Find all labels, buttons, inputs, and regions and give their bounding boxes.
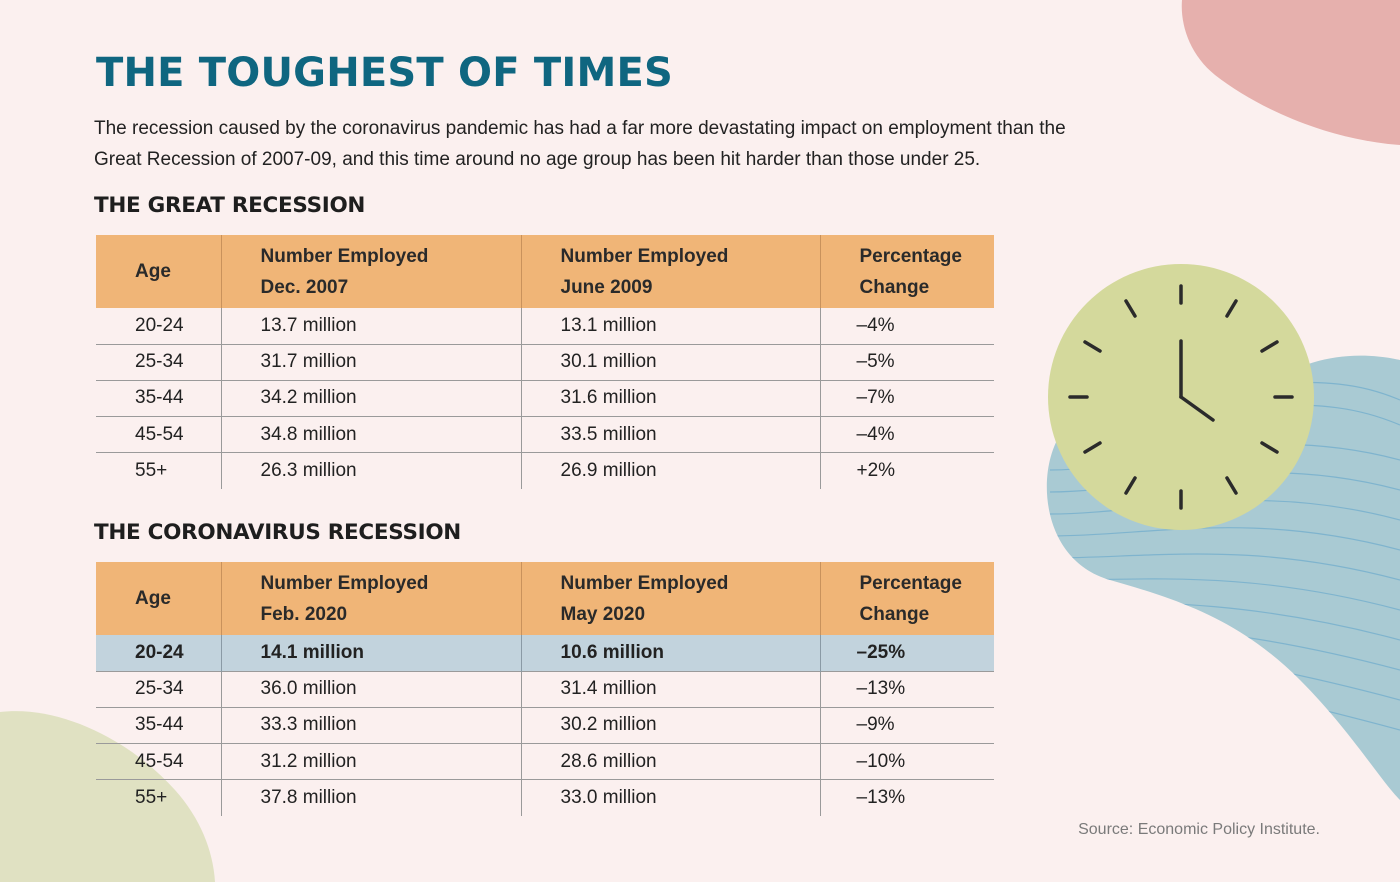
- cell-after: 33.5 million: [521, 416, 821, 453]
- cell-change: –10%: [856, 750, 906, 772]
- cell-age: 20-24: [96, 308, 222, 345]
- cell-change: +2%: [856, 460, 896, 482]
- column-header-age: Age: [96, 562, 222, 635]
- cell-before: 31.2 million: [221, 743, 522, 780]
- cell-change: –5%: [856, 351, 895, 373]
- table-header-row: Age Number Employed Dec. 2007 Number Empl…: [96, 235, 994, 308]
- page-title: THE TOUGHEST OF TIMES: [96, 50, 673, 96]
- coronavirus-recession-table: Age Number Employed Feb. 2020 Number Empl…: [96, 562, 994, 816]
- cell-age: 35-44: [96, 707, 222, 744]
- cell-age: 55+: [96, 779, 222, 816]
- cell-age: 35-44: [96, 380, 222, 417]
- cell-after: 28.6 million: [521, 743, 821, 780]
- column-header-change: Percentage Change: [859, 572, 962, 625]
- table-row-highlighted: 20-24 14.1 million 10.6 million –25%: [96, 635, 994, 672]
- cell-before: 13.7 million: [221, 308, 522, 345]
- cell-after: 33.0 million: [521, 779, 821, 816]
- table-row: 35-44 34.2 million 31.6 million –7%: [96, 380, 994, 417]
- cell-after: 10.6 million: [521, 635, 821, 672]
- cell-after: 30.2 million: [521, 707, 821, 744]
- cell-after: 30.1 million: [521, 344, 821, 381]
- column-header-age: Age: [96, 235, 222, 308]
- cell-after: 31.6 million: [521, 380, 821, 417]
- cell-age: 45-54: [96, 743, 222, 780]
- table-row: 45-54 31.2 million 28.6 million –10%: [96, 743, 994, 780]
- cell-before: 33.3 million: [221, 707, 522, 744]
- table-row: 25-34 36.0 million 31.4 million –13%: [96, 671, 994, 708]
- cell-before: 37.8 million: [221, 779, 522, 816]
- cell-change: –13%: [856, 678, 906, 700]
- pink-blob: [1181, 0, 1400, 145]
- intro-text: The recession caused by the coronavirus …: [94, 118, 1066, 170]
- cell-change: –13%: [856, 787, 906, 809]
- table-row: 55+ 26.3 million 26.9 million +2%: [96, 452, 994, 489]
- cell-before: 36.0 million: [221, 671, 522, 708]
- table-row: 25-34 31.7 million 30.1 million –5%: [96, 344, 994, 381]
- table-row: 20-24 13.7 million 13.1 million –4%: [96, 308, 994, 345]
- cell-after: 31.4 million: [521, 671, 821, 708]
- source-note: Source: Economic Policy Institute.: [1078, 821, 1320, 838]
- table-row: 45-54 34.8 million 33.5 million –4%: [96, 416, 994, 453]
- cell-age: 25-34: [96, 671, 222, 708]
- column-header-before: Number Employed Feb. 2020: [221, 562, 522, 635]
- cell-age: 20-24: [96, 635, 222, 672]
- column-header-after: Number Employed June 2009: [521, 235, 821, 308]
- cell-change: –4%: [856, 314, 895, 336]
- great-recession-title: THE GREAT RECESSION: [94, 193, 366, 218]
- cell-before: 34.8 million: [221, 416, 522, 453]
- table-header-row: Age Number Employed Feb. 2020 Number Empl…: [96, 562, 994, 635]
- column-header-after: Number Employed May 2020: [521, 562, 821, 635]
- table-row: 55+ 37.8 million 33.0 million –13%: [96, 779, 994, 816]
- column-header-before: Number Employed Dec. 2007: [221, 235, 522, 308]
- cell-age: 45-54: [96, 416, 222, 453]
- cell-before: 14.1 million: [221, 635, 522, 672]
- column-header-change: Percentage Change: [859, 245, 962, 298]
- cell-after: 13.1 million: [521, 308, 821, 345]
- table-row: 35-44 33.3 million 30.2 million –9%: [96, 707, 994, 744]
- cell-before: 31.7 million: [221, 344, 522, 381]
- cell-change: –7%: [856, 387, 895, 409]
- cell-after: 26.9 million: [521, 452, 821, 489]
- cell-change: –9%: [856, 714, 895, 736]
- cell-age: 25-34: [96, 344, 222, 381]
- cell-change: –4%: [856, 423, 895, 445]
- great-recession-table: Age Number Employed Dec. 2007 Number Empl…: [96, 235, 994, 489]
- cell-before: 34.2 million: [221, 380, 522, 417]
- cell-age: 55+: [96, 452, 222, 489]
- cell-change: –25%: [856, 641, 906, 663]
- cell-before: 26.3 million: [221, 452, 522, 489]
- clock-icon: [1048, 264, 1314, 530]
- coronavirus-recession-title: THE CORONAVIRUS RECESSION: [94, 520, 461, 545]
